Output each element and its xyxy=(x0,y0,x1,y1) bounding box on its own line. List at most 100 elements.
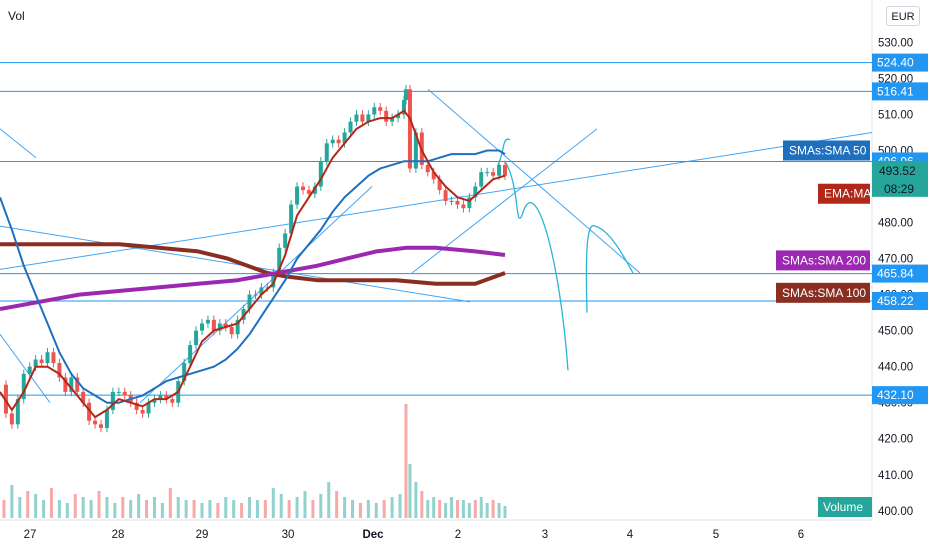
candle-body xyxy=(69,377,74,392)
volume-bar xyxy=(248,497,252,518)
candle-body xyxy=(342,132,347,144)
trend-line xyxy=(0,225,471,303)
volume-indicator-label: Vol xyxy=(8,9,25,23)
candle-body xyxy=(479,172,484,187)
indicator-tag-text: SMAs:SMA 50 xyxy=(789,144,867,158)
volume-bar xyxy=(145,500,149,518)
candle-body xyxy=(485,172,490,174)
candle-body xyxy=(122,391,127,396)
candle-body xyxy=(467,197,472,209)
candle-body xyxy=(324,143,329,162)
candle-body xyxy=(277,247,282,273)
volume-bar xyxy=(10,485,14,518)
level-price-tag xyxy=(872,53,928,72)
volume-bar xyxy=(479,497,483,518)
level-price-tag-text: 432.10 xyxy=(877,388,914,402)
ema-line xyxy=(0,109,506,419)
candle-body xyxy=(425,164,430,173)
x-tick-label: Dec xyxy=(362,529,384,541)
candle-body xyxy=(497,164,502,176)
candle-body xyxy=(217,323,222,331)
y-tick-label: 420.00 xyxy=(878,434,913,446)
candle-body xyxy=(413,132,418,169)
volume-bar xyxy=(160,503,164,518)
volume-bar xyxy=(404,404,408,518)
trend-line xyxy=(411,128,598,274)
volume-bar xyxy=(255,500,259,518)
candle-body xyxy=(200,323,204,331)
candle-body xyxy=(170,399,175,403)
volume-bar xyxy=(295,497,299,518)
indicator-tag xyxy=(776,282,870,303)
sma-50-line xyxy=(0,149,506,404)
volume-bar xyxy=(49,488,53,518)
y-tick-label: 400.00 xyxy=(878,506,913,518)
level-price-tag-text: 524.40 xyxy=(877,56,914,70)
volume-bar xyxy=(65,503,69,518)
x-tick-label: 27 xyxy=(24,529,37,541)
candle-body xyxy=(283,233,288,248)
volume-bar xyxy=(497,503,501,518)
candle-body xyxy=(247,294,252,310)
volume-bar xyxy=(420,491,424,518)
candle-body xyxy=(312,186,317,194)
y-tick-label: 450.00 xyxy=(878,326,913,338)
candle-body xyxy=(110,391,115,410)
candle-body xyxy=(45,352,50,364)
volume-bar xyxy=(438,500,442,518)
level-price-tag xyxy=(872,386,928,405)
candle-body xyxy=(473,186,478,198)
x-tick-label: 28 xyxy=(112,529,125,541)
candle-body xyxy=(99,424,103,428)
volume-bar xyxy=(18,497,22,518)
volume-bar xyxy=(467,503,471,518)
volume-bar xyxy=(473,500,477,518)
candle-body xyxy=(188,345,193,364)
candle-body xyxy=(306,190,311,194)
candle-body xyxy=(57,363,62,378)
x-tick-label: 30 xyxy=(282,529,295,541)
y-tick-label: 470.00 xyxy=(878,254,913,266)
candle-body xyxy=(235,319,240,335)
candle-body xyxy=(402,100,406,115)
volume-bar xyxy=(408,464,412,518)
volume-bar xyxy=(232,500,236,518)
volume-bar xyxy=(152,497,156,518)
volume-bar xyxy=(192,500,196,518)
volume-bar xyxy=(491,500,495,518)
y-tick-label: 530.00 xyxy=(878,37,913,49)
candle-body xyxy=(51,352,56,364)
candle-body xyxy=(164,395,169,400)
volume-bar xyxy=(450,497,454,518)
volume-bar xyxy=(81,497,85,518)
x-tick-label: 6 xyxy=(798,529,804,541)
candle-body xyxy=(211,319,216,331)
volume-bar xyxy=(287,500,291,518)
trend-line xyxy=(0,333,51,404)
volume-bar xyxy=(129,500,133,518)
last-price-countdown: 08:29 xyxy=(884,182,914,196)
candle-body xyxy=(461,204,466,209)
candle-body xyxy=(289,204,294,234)
candle-body xyxy=(503,164,507,176)
volume-bar xyxy=(398,494,402,518)
level-price-tag-text: 465.84 xyxy=(877,267,914,281)
last-price-tag xyxy=(872,160,928,197)
candle-body xyxy=(449,200,454,202)
candle-body xyxy=(205,319,210,324)
projection-curve xyxy=(585,225,634,313)
candle-body xyxy=(455,200,460,205)
volume-bar xyxy=(137,494,141,518)
volume-bar xyxy=(319,494,323,518)
candle-body xyxy=(259,287,264,295)
candle-body xyxy=(81,391,86,403)
x-tick-label: 29 xyxy=(196,529,209,541)
volume-bar xyxy=(42,500,46,518)
candle-body xyxy=(241,309,246,320)
level-price-tag xyxy=(872,264,928,283)
currency-button[interactable]: EUR xyxy=(886,6,920,26)
candle-body xyxy=(378,107,383,111)
candle-body xyxy=(104,409,109,428)
volume-tag xyxy=(818,497,872,517)
